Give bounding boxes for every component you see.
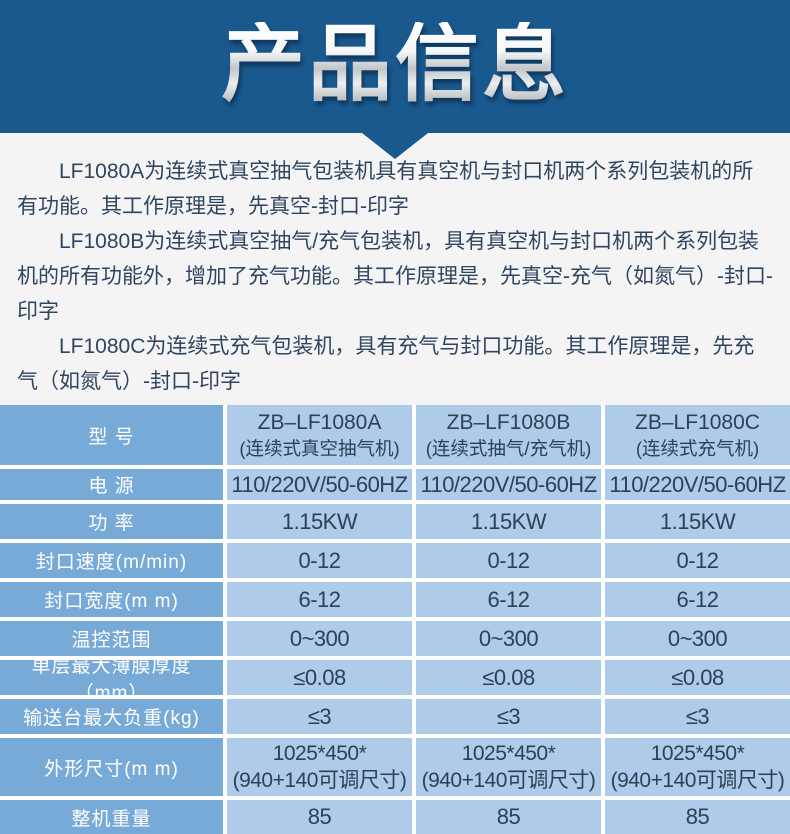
value-cell: 1.15KW — [227, 504, 412, 539]
value-cell: 110/220V/50-60HZ — [416, 469, 601, 500]
model-name: ZB–LF1080B — [446, 410, 571, 434]
value-cell: ≤0.08 — [605, 660, 790, 695]
model-cell-c: ZB–LF1080C (连续式充气机) — [605, 405, 790, 465]
dimension-cell: 1025*450* (940+140可调尺寸) — [227, 738, 412, 796]
value-cell: ≤0.08 — [227, 660, 412, 695]
value-cell: 6-12 — [227, 582, 412, 617]
row-label-sealing-speed: 封口速度(m/min) — [0, 543, 223, 578]
row-label-temp-range: 温控范围 — [0, 621, 223, 656]
model-subtitle: (连续式真空抽气机) — [239, 437, 400, 459]
value-cell: 85 — [605, 800, 790, 834]
row-label-film-thickness: 单层最大薄膜厚度（mm） — [0, 660, 223, 695]
row-label-dimensions: 外形尺寸(m m) — [0, 738, 223, 796]
model-name: ZB–LF1080C — [635, 410, 760, 434]
dimension-line1: 1025*450* — [461, 742, 556, 765]
value-cell: 6-12 — [605, 582, 790, 617]
value-cell: 85 — [416, 800, 601, 834]
model-cell-b: ZB–LF1080B (连续式抽气/充气机) — [416, 405, 601, 465]
value-cell: 110/220V/50-60HZ — [605, 469, 790, 500]
intro-paragraph-lf1080b: LF1080B为连续式真空抽气/充气包装机，具有真空机与封口机两个系列包装机的所… — [17, 230, 773, 323]
intro-paragraph-lf1080c: LF1080C为连续式充气包装机，具有充气与封口功能。其工作原理是，先充气（如氮… — [17, 335, 755, 393]
intro-paragraph-lf1080a: LF1080A为连续式真空抽气包装机具有真空机与封口机两个系列包装机的所有功能。… — [17, 160, 754, 218]
value-cell: 0-12 — [605, 543, 790, 578]
value-cell: 0-12 — [416, 543, 601, 578]
page-title: 产品信息 — [220, 16, 569, 111]
banner: 产品信息 — [0, 0, 790, 159]
intro-section: LF1080A为连续式真空抽气包装机具有真空机与封口机两个系列包装机的所有功能。… — [0, 133, 790, 399]
row-label-sealing-width: 封口宽度(m m) — [0, 582, 223, 617]
model-cell-a: ZB–LF1080A (连续式真空抽气机) — [227, 405, 412, 465]
value-cell: 0-12 — [227, 543, 412, 578]
value-cell: ≤3 — [227, 699, 412, 734]
value-cell: 0~300 — [416, 621, 601, 656]
value-cell: ≤3 — [416, 699, 601, 734]
dimension-line1: 1025*450* — [650, 742, 745, 765]
row-label-weight: 整机重量 — [0, 800, 223, 834]
dimension-cell: 1025*450* (940+140可调尺寸) — [605, 738, 790, 796]
value-cell: 85 — [227, 800, 412, 834]
value-cell: 6-12 — [416, 582, 601, 617]
dimension-cell: 1025*450* (940+140可调尺寸) — [416, 738, 601, 796]
value-cell: 0~300 — [605, 621, 790, 656]
model-subtitle: (连续式充气机) — [635, 437, 760, 459]
banner-notch-triangle — [362, 133, 428, 159]
dimension-line1: 1025*450* — [272, 742, 367, 765]
value-cell: 1.15KW — [416, 504, 601, 539]
row-label-power-supply: 电 源 — [0, 469, 223, 500]
row-label-power: 功 率 — [0, 504, 223, 539]
model-subtitle: (连续式抽气/充气机) — [425, 437, 592, 459]
value-cell: ≤3 — [605, 699, 790, 734]
value-cell: 0~300 — [227, 621, 412, 656]
dimension-line2: (940+140可调尺寸) — [232, 769, 407, 792]
spec-table: 型 号 ZB–LF1080A (连续式真空抽气机) ZB–LF1080B (连续… — [0, 405, 790, 834]
row-label-max-load: 输送台最大负重(kg) — [0, 699, 223, 734]
dimension-line2: (940+140可调尺寸) — [421, 769, 596, 792]
value-cell: 110/220V/50-60HZ — [227, 469, 412, 500]
value-cell: ≤0.08 — [416, 660, 601, 695]
row-label-model: 型 号 — [0, 405, 223, 465]
value-cell: 1.15KW — [605, 504, 790, 539]
model-name: ZB–LF1080A — [257, 410, 382, 434]
dimension-line2: (940+140可调尺寸) — [610, 769, 785, 792]
